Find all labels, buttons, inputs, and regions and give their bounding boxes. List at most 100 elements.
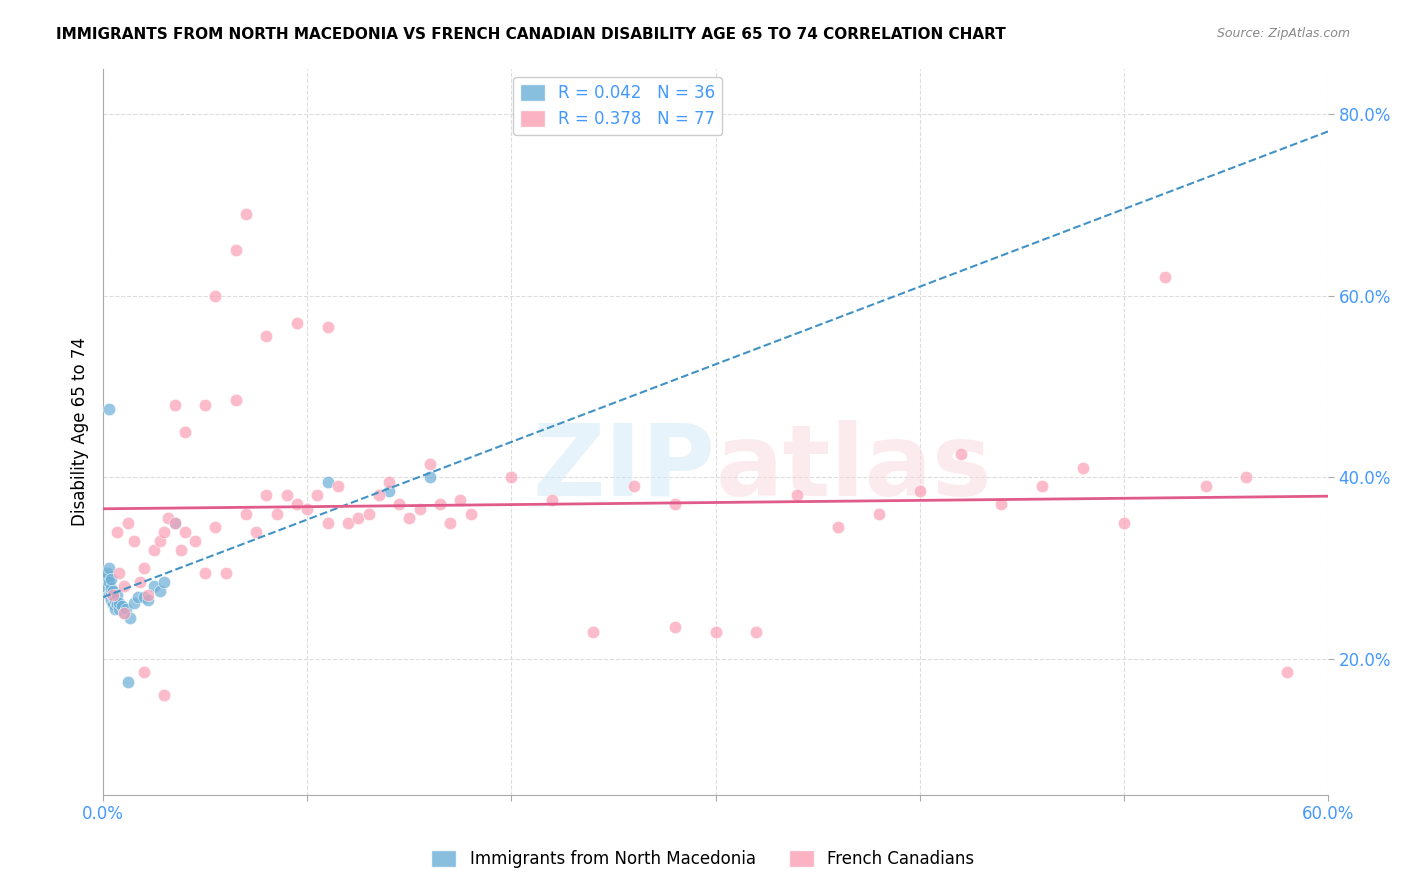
Point — [98, 561, 121, 575]
Point — [256, 488, 278, 502]
Point — [704, 624, 727, 639]
Point — [112, 607, 135, 621]
Point — [132, 561, 155, 575]
Point — [1031, 479, 1053, 493]
Point — [214, 566, 236, 580]
Point — [114, 602, 136, 616]
Point — [132, 590, 155, 604]
Point — [107, 598, 129, 612]
Point — [1194, 479, 1216, 493]
Point — [316, 516, 339, 530]
Point — [104, 602, 127, 616]
Point — [153, 574, 176, 589]
Point — [194, 398, 217, 412]
Point — [143, 579, 166, 593]
Point — [100, 592, 122, 607]
Text: Source: ZipAtlas.com: Source: ZipAtlas.com — [1216, 27, 1350, 40]
Point — [117, 516, 139, 530]
Point — [184, 533, 207, 548]
Point — [1071, 461, 1094, 475]
Point — [107, 588, 129, 602]
Point — [541, 492, 564, 507]
Point — [235, 507, 257, 521]
Point — [103, 583, 125, 598]
Point — [266, 507, 288, 521]
Point — [908, 483, 931, 498]
Text: atlas: atlas — [716, 419, 993, 516]
Point — [245, 524, 267, 539]
Legend: R = 0.042   N = 36, R = 0.378   N = 77: R = 0.042 N = 36, R = 0.378 N = 77 — [513, 77, 723, 135]
Point — [225, 392, 247, 407]
Text: IMMIGRANTS FROM NORTH MACEDONIA VS FRENCH CANADIAN DISABILITY AGE 65 TO 74 CORRE: IMMIGRANTS FROM NORTH MACEDONIA VS FRENC… — [56, 27, 1005, 42]
Point — [501, 470, 523, 484]
Y-axis label: Disability Age 65 to 74: Disability Age 65 to 74 — [72, 337, 89, 526]
Point — [149, 583, 172, 598]
Point — [276, 488, 298, 502]
Point — [107, 524, 129, 539]
Point — [367, 488, 389, 502]
Point — [103, 590, 125, 604]
Point — [398, 511, 420, 525]
Point — [122, 595, 145, 609]
Point — [98, 574, 121, 589]
Point — [623, 479, 645, 493]
Point — [127, 590, 149, 604]
Point — [235, 207, 257, 221]
Point — [173, 524, 195, 539]
Point — [108, 566, 131, 580]
Point — [378, 483, 401, 498]
Point — [256, 329, 278, 343]
Point — [112, 579, 135, 593]
Point — [408, 502, 430, 516]
Point — [1277, 665, 1299, 680]
Point — [163, 516, 186, 530]
Point — [429, 498, 451, 512]
Point — [285, 316, 308, 330]
Point — [100, 572, 122, 586]
Point — [949, 448, 972, 462]
Point — [98, 402, 121, 417]
Point — [285, 498, 308, 512]
Point — [664, 620, 686, 634]
Point — [157, 511, 180, 525]
Point — [388, 498, 411, 512]
Point — [96, 566, 118, 580]
Point — [419, 470, 441, 484]
Point — [94, 579, 117, 593]
Point — [108, 595, 131, 609]
Point — [439, 516, 461, 530]
Point — [163, 516, 186, 530]
Point — [786, 488, 808, 502]
Point — [128, 574, 150, 589]
Point — [103, 588, 125, 602]
Point — [664, 498, 686, 512]
Point — [316, 320, 339, 334]
Point — [163, 398, 186, 412]
Point — [110, 599, 132, 614]
Point — [149, 533, 172, 548]
Point — [194, 566, 217, 580]
Point — [1112, 516, 1135, 530]
Point — [307, 488, 329, 502]
Point — [460, 507, 482, 521]
Point — [136, 588, 159, 602]
Point — [108, 602, 131, 616]
Point — [100, 581, 122, 595]
Point — [357, 507, 380, 521]
Point — [96, 570, 118, 584]
Point — [204, 520, 226, 534]
Point — [378, 475, 401, 489]
Point — [104, 592, 127, 607]
Point — [153, 524, 176, 539]
Point — [112, 607, 135, 621]
Point — [204, 288, 226, 302]
Point — [347, 511, 370, 525]
Point — [745, 624, 768, 639]
Point — [173, 425, 195, 439]
Point — [449, 492, 471, 507]
Point — [170, 542, 193, 557]
Point — [1153, 270, 1175, 285]
Point — [132, 665, 155, 680]
Point — [827, 520, 849, 534]
Point — [990, 498, 1012, 512]
